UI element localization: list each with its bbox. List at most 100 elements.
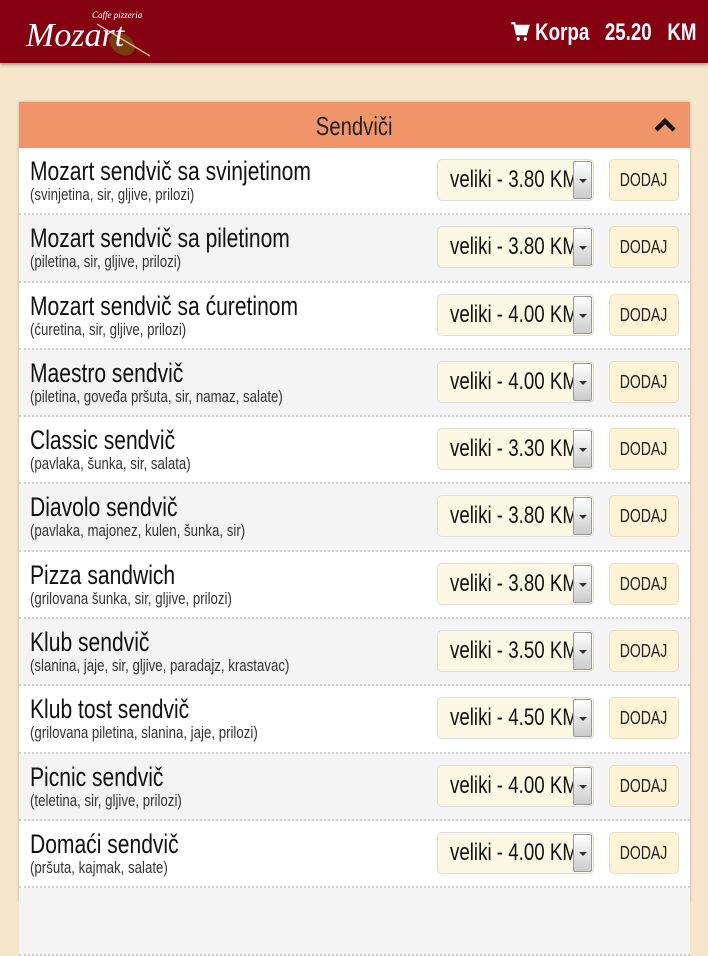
item-description: (piletina, goveđa pršuta, sir, namaz, sa…: [30, 386, 283, 406]
add-button[interactable]: DODAJ: [609, 360, 679, 403]
menu-item: Domaći sendvič (pršuta, kajmak, salate) …: [19, 821, 690, 889]
add-button-label: DODAJ: [620, 237, 668, 258]
add-button-label: DODAJ: [620, 170, 668, 190]
dropdown-arrow-icon[interactable]: [573, 564, 592, 603]
add-button[interactable]: DODAJ: [609, 630, 679, 673]
size-select[interactable]: veliki - 3.80 KM: [437, 226, 594, 269]
section-title: Sendviči: [316, 111, 393, 141]
item-name: Klub sendvič: [30, 627, 150, 658]
section-header[interactable]: Sendviči: [19, 102, 690, 148]
dropdown-arrow-icon[interactable]: [573, 497, 592, 536]
item-name: Mozart sendvič sa ćuretinom: [30, 290, 299, 321]
selected-option: veliki - 3.80 KM: [450, 502, 578, 530]
item-description: (pavlaka, šunka, sir, salata): [30, 454, 191, 474]
item-description: (grilovana piletina, slanina, jaje, pril…: [30, 723, 258, 743]
add-button-label: DODAJ: [620, 304, 668, 325]
add-button-label: DODAJ: [620, 775, 668, 796]
menu-item: Diavolo sendvič (pavlaka, majonez, kulen…: [19, 484, 690, 552]
add-button[interactable]: DODAJ: [609, 293, 679, 336]
item-description: (teletina, sir, gljive, prilozi): [30, 790, 182, 810]
menu-item: Mozart sendvič sa ćuretinom (ćuretina, s…: [19, 283, 690, 350]
dropdown-arrow-icon[interactable]: [573, 430, 592, 469]
add-button-label: DODAJ: [620, 573, 668, 594]
item-name: Klub tost sendvič: [30, 694, 190, 725]
item-name: Diavolo sendvič: [30, 492, 178, 523]
add-button[interactable]: DODAJ: [609, 159, 679, 201]
item-description: (pršuta, kajmak, salate): [30, 857, 168, 877]
add-button-label: DODAJ: [620, 842, 668, 863]
selected-option: veliki - 3.80 KM: [450, 166, 578, 193]
selected-option: veliki - 3.50 KM: [450, 637, 578, 665]
selected-option: veliki - 3.80 KM: [450, 569, 578, 597]
menu-item: Classic sendvič (pavlaka, šunka, sir, sa…: [19, 417, 690, 485]
sendvici-panel: Sendviči Mozart sendvič sa svinjetinom (…: [19, 102, 690, 956]
size-select[interactable]: veliki - 4.00 KM: [437, 764, 594, 807]
dropdown-arrow-icon[interactable]: [573, 295, 592, 334]
size-select[interactable]: veliki - 3.80 KM: [437, 562, 594, 605]
item-description: (pavlaka, majonez, kulen, šunka, sir): [30, 521, 246, 541]
item-name: Mozart sendvič sa piletinom: [30, 223, 290, 254]
size-select[interactable]: veliki - 4.00 KM: [437, 360, 594, 403]
dropdown-arrow-icon[interactable]: [573, 362, 592, 401]
add-button[interactable]: DODAJ: [609, 831, 679, 874]
add-button[interactable]: DODAJ: [609, 562, 679, 605]
cart-currency: KM: [666, 19, 696, 46]
mozart-logo[interactable]: Caffe pizzeria Mozart: [22, 4, 157, 60]
selected-option: veliki - 4.00 KM: [450, 300, 578, 328]
header: Caffe pizzeria Mozart Korpa 25.20 KM: [0, 0, 708, 63]
add-button-label: DODAJ: [620, 708, 668, 729]
size-select[interactable]: veliki - 4.00 KM: [437, 293, 594, 336]
menu-item: Klub sendvič (slanina, jaje, sir, gljive…: [19, 619, 690, 687]
item-name: Picnic sendvič: [30, 761, 164, 792]
item-description: (slanina, jaje, sir, gljive, paradajz, k…: [30, 656, 290, 676]
size-select[interactable]: veliki - 3.80 KM: [437, 495, 594, 538]
item-description: (ćuretina, sir, gljive, prilozi): [30, 319, 187, 339]
cart-label: Korpa: [534, 19, 589, 46]
dropdown-arrow-icon[interactable]: [573, 699, 592, 738]
item-name: Mozart sendvič sa svinjetinom: [30, 156, 311, 186]
size-select[interactable]: veliki - 4.00 KM: [437, 831, 594, 874]
menu-item: Mozart sendvič sa piletinom (piletina, s…: [19, 215, 690, 283]
item-description: (piletina, sir, gljive, prilozi): [30, 252, 182, 272]
selected-option: veliki - 4.50 KM: [450, 704, 578, 732]
svg-text:Mozart: Mozart: [25, 17, 126, 54]
dropdown-arrow-icon[interactable]: [573, 766, 592, 805]
menu-item: Picnic sendvič (teletina, sir, gljive, p…: [19, 753, 690, 821]
add-button[interactable]: DODAJ: [609, 697, 679, 740]
menu-item: [19, 888, 690, 956]
item-name: Pizza sandwich: [30, 559, 176, 590]
add-button-label: DODAJ: [620, 371, 668, 392]
add-button[interactable]: DODAJ: [609, 428, 679, 471]
menu-item: Klub tost sendvič (grilovana piletina, s…: [19, 686, 690, 754]
dropdown-arrow-icon[interactable]: [573, 632, 592, 671]
cart-button[interactable]: Korpa 25.20 KM: [459, 18, 696, 48]
add-button[interactable]: DODAJ: [609, 495, 679, 538]
chevron-up-icon[interactable]: [654, 116, 676, 132]
add-button-label: DODAJ: [620, 506, 668, 527]
svg-text:Caffe pizzeria: Caffe pizzeria: [92, 10, 143, 20]
item-description: (grilovana šunka, sir, gljive, prilozi): [30, 588, 232, 608]
size-select[interactable]: veliki - 4.50 KM: [437, 697, 594, 740]
dropdown-arrow-icon[interactable]: [573, 228, 592, 267]
size-select[interactable]: veliki - 3.30 KM: [437, 428, 594, 471]
selected-option: veliki - 4.00 KM: [450, 838, 578, 866]
menu-item: Mozart sendvič sa svinjetinom (svinjetin…: [19, 148, 690, 216]
add-button[interactable]: DODAJ: [609, 764, 679, 807]
size-select[interactable]: veliki - 3.50 KM: [437, 630, 594, 673]
menu-item: Maestro sendvič (piletina, goveđa pršuta…: [19, 349, 690, 418]
selected-option: veliki - 3.30 KM: [450, 435, 578, 463]
menu-item: Pizza sandwich (grilovana šunka, sir, gl…: [19, 552, 690, 620]
add-button[interactable]: DODAJ: [609, 226, 679, 269]
selected-option: veliki - 3.80 KM: [450, 233, 578, 261]
add-button-label: DODAJ: [620, 641, 668, 662]
dropdown-arrow-icon[interactable]: [573, 161, 592, 199]
selected-option: veliki - 4.00 KM: [450, 367, 578, 395]
item-name: Domaći sendvič: [30, 828, 179, 859]
size-select[interactable]: veliki - 3.80 KM: [437, 159, 594, 201]
shopping-cart-icon: [510, 21, 530, 41]
item-name: Maestro sendvič: [30, 357, 184, 388]
selected-option: veliki - 4.00 KM: [450, 771, 578, 799]
item-name: Classic sendvič: [30, 425, 176, 456]
dropdown-arrow-icon[interactable]: [573, 833, 592, 872]
item-description: (svinjetina, sir, gljive, prilozi): [30, 185, 195, 204]
